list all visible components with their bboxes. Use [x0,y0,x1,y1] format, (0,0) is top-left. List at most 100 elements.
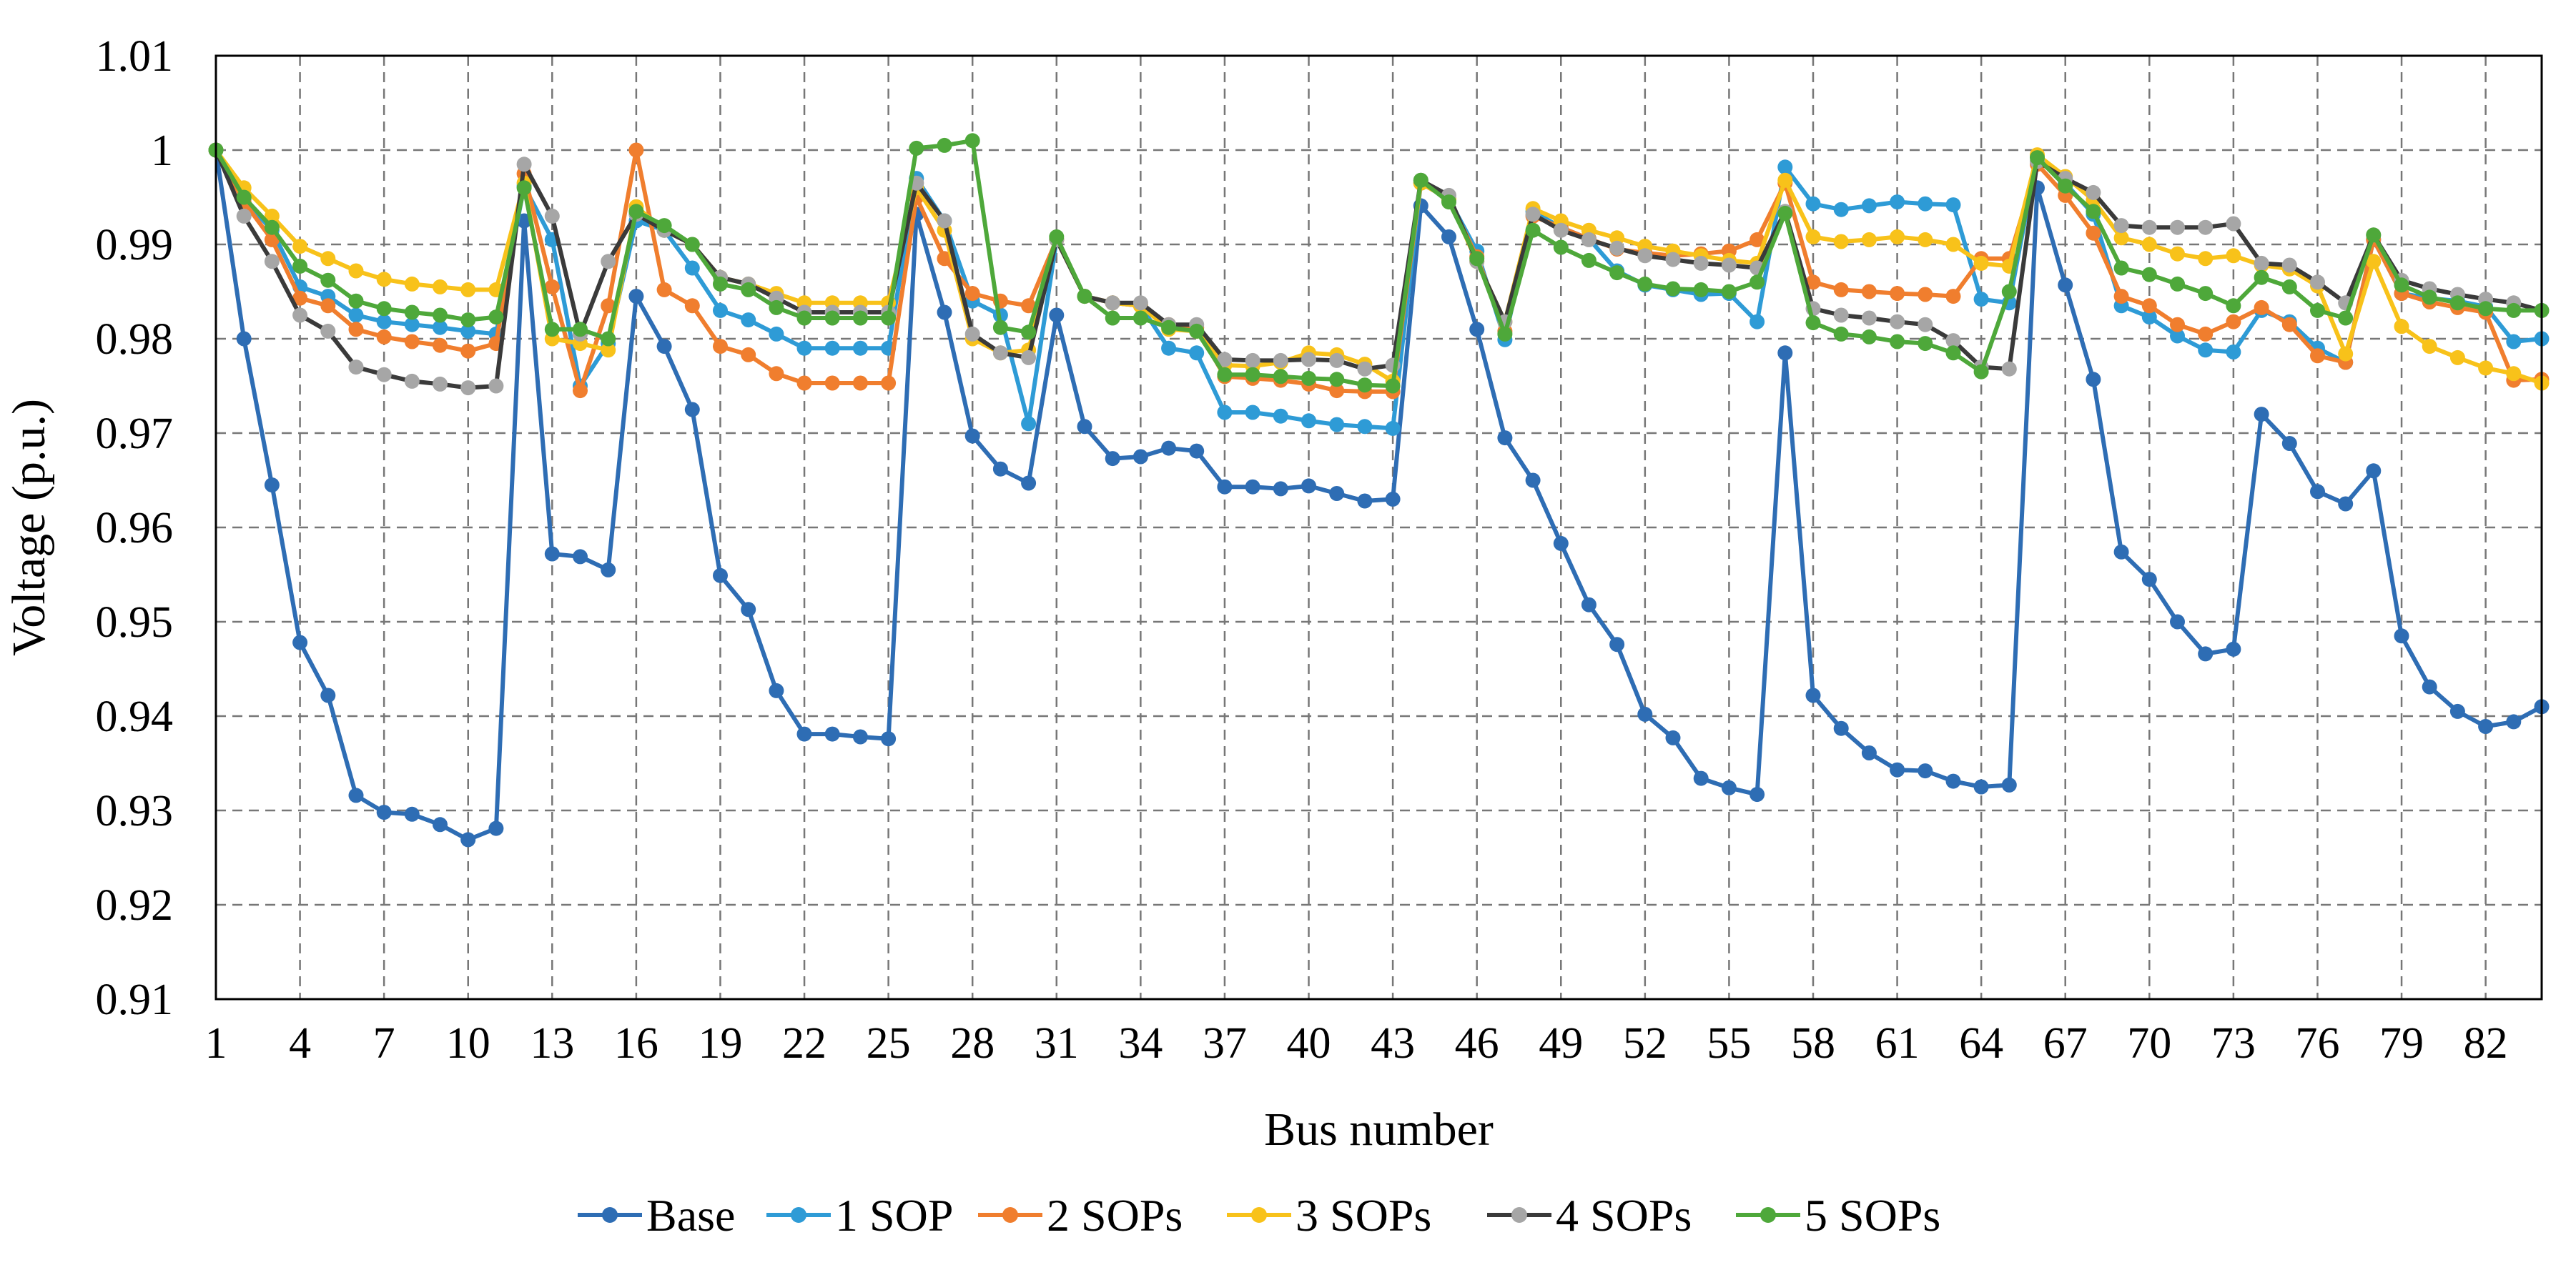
series-5-sops [208,133,2550,394]
data-point [2141,309,2157,325]
data-point [2254,407,2269,422]
x-tick-label: 70 [2127,1019,2171,1068]
data-point [824,726,840,742]
data-point [1132,449,1148,465]
data-point [824,375,840,391]
data-point [1861,232,1877,247]
data-point [2086,204,2101,219]
x-tick-label: 19 [698,1019,742,1068]
data-point [601,254,616,269]
data-point [348,293,364,309]
data-point [1918,232,1933,247]
x-tick-label: 13 [530,1019,574,1068]
data-point [1217,479,1233,495]
data-point [1833,282,1849,297]
data-point [433,319,448,335]
data-point [769,326,784,342]
data-point [1217,352,1233,367]
data-point [881,310,897,326]
data-point [1805,196,1821,212]
data-point [1637,706,1653,722]
data-point [1441,194,1456,210]
data-point [2338,346,2354,362]
data-point [628,289,644,304]
data-point [1021,475,1037,491]
data-point [433,817,448,833]
data-point [1833,234,1849,249]
legend-entry: 4 SOPs [1487,1190,1692,1241]
data-point [2254,255,2269,271]
data-point [544,279,560,294]
data-point [1245,405,1260,420]
data-point [2281,257,2297,273]
legend-label: 1 SOP [835,1190,953,1241]
data-point [1890,229,1905,244]
data-point [2170,246,2185,262]
data-point [2506,302,2522,318]
data-point [2113,544,2129,560]
x-tick-label: 22 [782,1019,826,1068]
data-point [656,339,672,354]
data-point [1861,745,1877,760]
data-point [1329,383,1345,399]
data-point [628,142,644,158]
data-point [1553,535,1569,551]
y-tick-label: 0.96 [96,504,174,552]
data-point [1357,377,1373,393]
data-point [433,337,448,353]
data-point [2198,219,2214,235]
data-point [852,729,868,745]
data-point [1777,205,1793,221]
data-point [1161,440,1177,456]
data-point [1217,405,1233,420]
data-point [2478,360,2494,376]
data-point [1833,326,1849,342]
legend-label: 2 SOPs [1047,1190,1183,1241]
data-point [2170,219,2185,235]
legend-marker [791,1207,806,1223]
data-point [1918,196,1933,212]
data-point [2113,289,2129,304]
data-point [1833,307,1849,323]
x-tick-label: 82 [2464,1019,2508,1068]
data-point [488,820,504,836]
data-point [544,546,560,562]
data-point [292,239,308,254]
data-point [2198,251,2214,267]
data-point [1665,730,1681,745]
data-point [1385,491,1401,507]
data-point [741,347,756,362]
data-point [992,345,1008,361]
data-point [348,788,364,803]
data-point [769,683,784,698]
data-point [1021,416,1037,432]
data-point [376,805,392,820]
y-tick-label: 1.01 [96,32,174,81]
series-lines [208,133,2550,848]
data-point [2506,714,2522,730]
data-point [1890,194,1905,210]
data-point [2170,614,2185,630]
data-point [937,304,952,320]
data-point [1890,334,1905,349]
data-point [348,307,364,323]
data-point [1245,352,1260,368]
data-point [2001,361,2017,377]
data-point [1357,419,1373,435]
data-point [1132,295,1148,311]
data-point [824,310,840,326]
data-point [769,299,784,315]
data-point [264,254,280,269]
data-point [741,602,756,617]
data-point [2422,339,2437,354]
data-point [1637,276,1653,292]
data-point [1329,352,1345,368]
data-point [1665,281,1681,297]
data-point [796,375,812,391]
data-point [1861,310,1877,326]
y-tick-label: 0.99 [96,221,174,269]
data-point [236,208,252,224]
data-point [2506,334,2522,349]
data-point [2198,342,2214,358]
data-point [433,376,448,392]
